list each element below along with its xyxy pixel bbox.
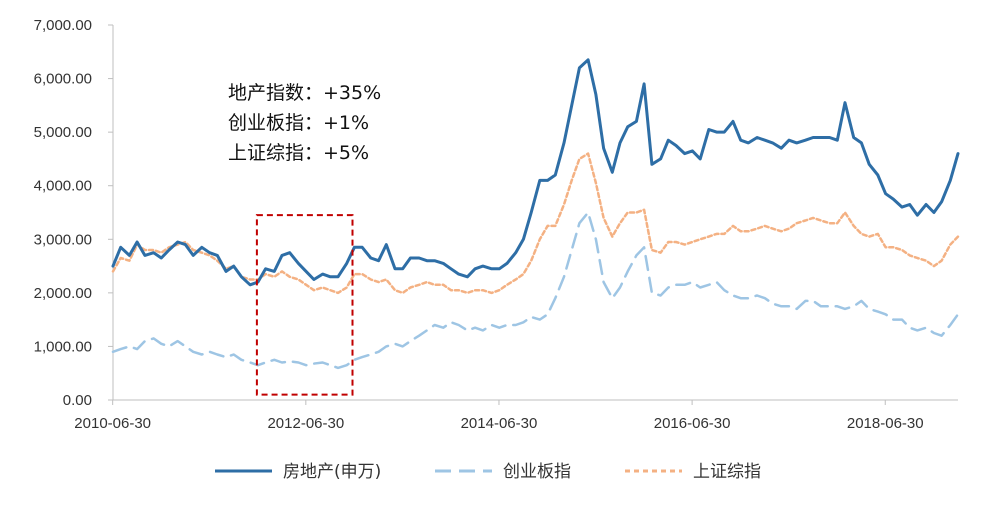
y-tick-label: 3,000.00 [34,231,92,248]
annotation-real-estate: 地产指数：+35% [228,82,381,104]
x-tick-label: 2010-06-30 [74,415,151,432]
y-tick-label: 1,000.00 [34,338,92,355]
legend: 房地产(申万) 创业板指 上证综指 [215,462,761,482]
y-tick-label: 5,000.00 [34,124,92,141]
x-tick-label: 2018-06-30 [847,415,924,432]
legend-item-chinext: 创业板指 [435,462,571,482]
legend-item-real-estate: 房地产(申万) [215,462,381,482]
series-line-1 [111,211,960,370]
series-line-2 [111,152,960,295]
y-tick-label: 2,000.00 [34,285,92,302]
x-tick-label: 2016-06-30 [654,415,731,432]
y-axis-ticks: 0.00 1,000.00 2,000.00 3,000.00 4,000.00 5,00… [34,17,113,409]
x-axis-ticks: 2010-06-30 2012-06-30 2014-06-30 2016-06-30… [74,400,924,432]
y-tick-label: 0.00 [63,392,92,409]
x-tick-label: 2014-06-30 [461,415,538,432]
legend-label-chinext: 创业板指 [503,462,571,482]
y-tick-label: 4,000.00 [34,178,92,195]
annotation-chinext: 创业板指：+1% [228,112,369,134]
annotation-shanghai: 上证综指：+5% [228,142,369,164]
axes [112,25,958,401]
series-layer [111,58,960,370]
annotation-block: 地产指数：+35% 创业板指：+1% 上证综指：+5% [228,82,381,164]
y-tick-label: 6,000.00 [34,71,92,88]
legend-label-real-estate: 房地产(申万) [283,462,381,482]
highlight-box [255,214,354,396]
legend-item-shanghai: 上证综指 [625,462,761,482]
legend-label-shanghai: 上证综指 [693,462,761,482]
series-line-0 [111,58,960,287]
y-tick-label: 7,000.00 [34,17,92,34]
x-tick-label: 2012-06-30 [267,415,344,432]
